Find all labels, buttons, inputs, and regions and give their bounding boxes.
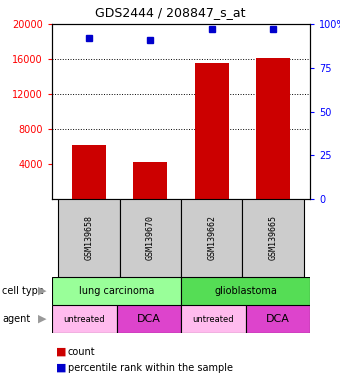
Text: agent: agent [2,314,30,324]
Bar [52,305,117,333]
Bar [181,199,242,277]
Text: lung carcinoma: lung carcinoma [79,286,154,296]
Bar [58,199,120,277]
Bar [72,145,106,199]
Text: GSM139665: GSM139665 [269,215,278,260]
Text: DCA: DCA [266,314,290,324]
Text: percentile rank within the sample: percentile rank within the sample [68,363,233,373]
Bar [120,199,181,277]
Text: GDS2444 / 208847_s_at: GDS2444 / 208847_s_at [95,6,245,19]
Bar [181,277,310,305]
Bar [245,305,310,333]
Text: glioblastoma: glioblastoma [214,286,277,296]
Bar [117,305,181,333]
Text: ▶: ▶ [38,286,46,296]
Bar [195,63,228,199]
Bar [256,58,290,199]
Bar [242,199,304,277]
Text: count: count [68,347,96,357]
Bar [133,162,167,199]
Text: ■: ■ [56,347,67,357]
Text: GSM139662: GSM139662 [207,215,216,260]
Text: GSM139658: GSM139658 [84,215,94,260]
Text: cell type: cell type [2,286,44,296]
Bar [52,277,181,305]
Text: ▶: ▶ [38,314,46,324]
Text: untreated: untreated [192,314,234,323]
Text: DCA: DCA [137,314,161,324]
Bar [181,305,245,333]
Text: untreated: untreated [64,314,105,323]
Text: ■: ■ [56,363,67,373]
Text: GSM139670: GSM139670 [146,215,155,260]
